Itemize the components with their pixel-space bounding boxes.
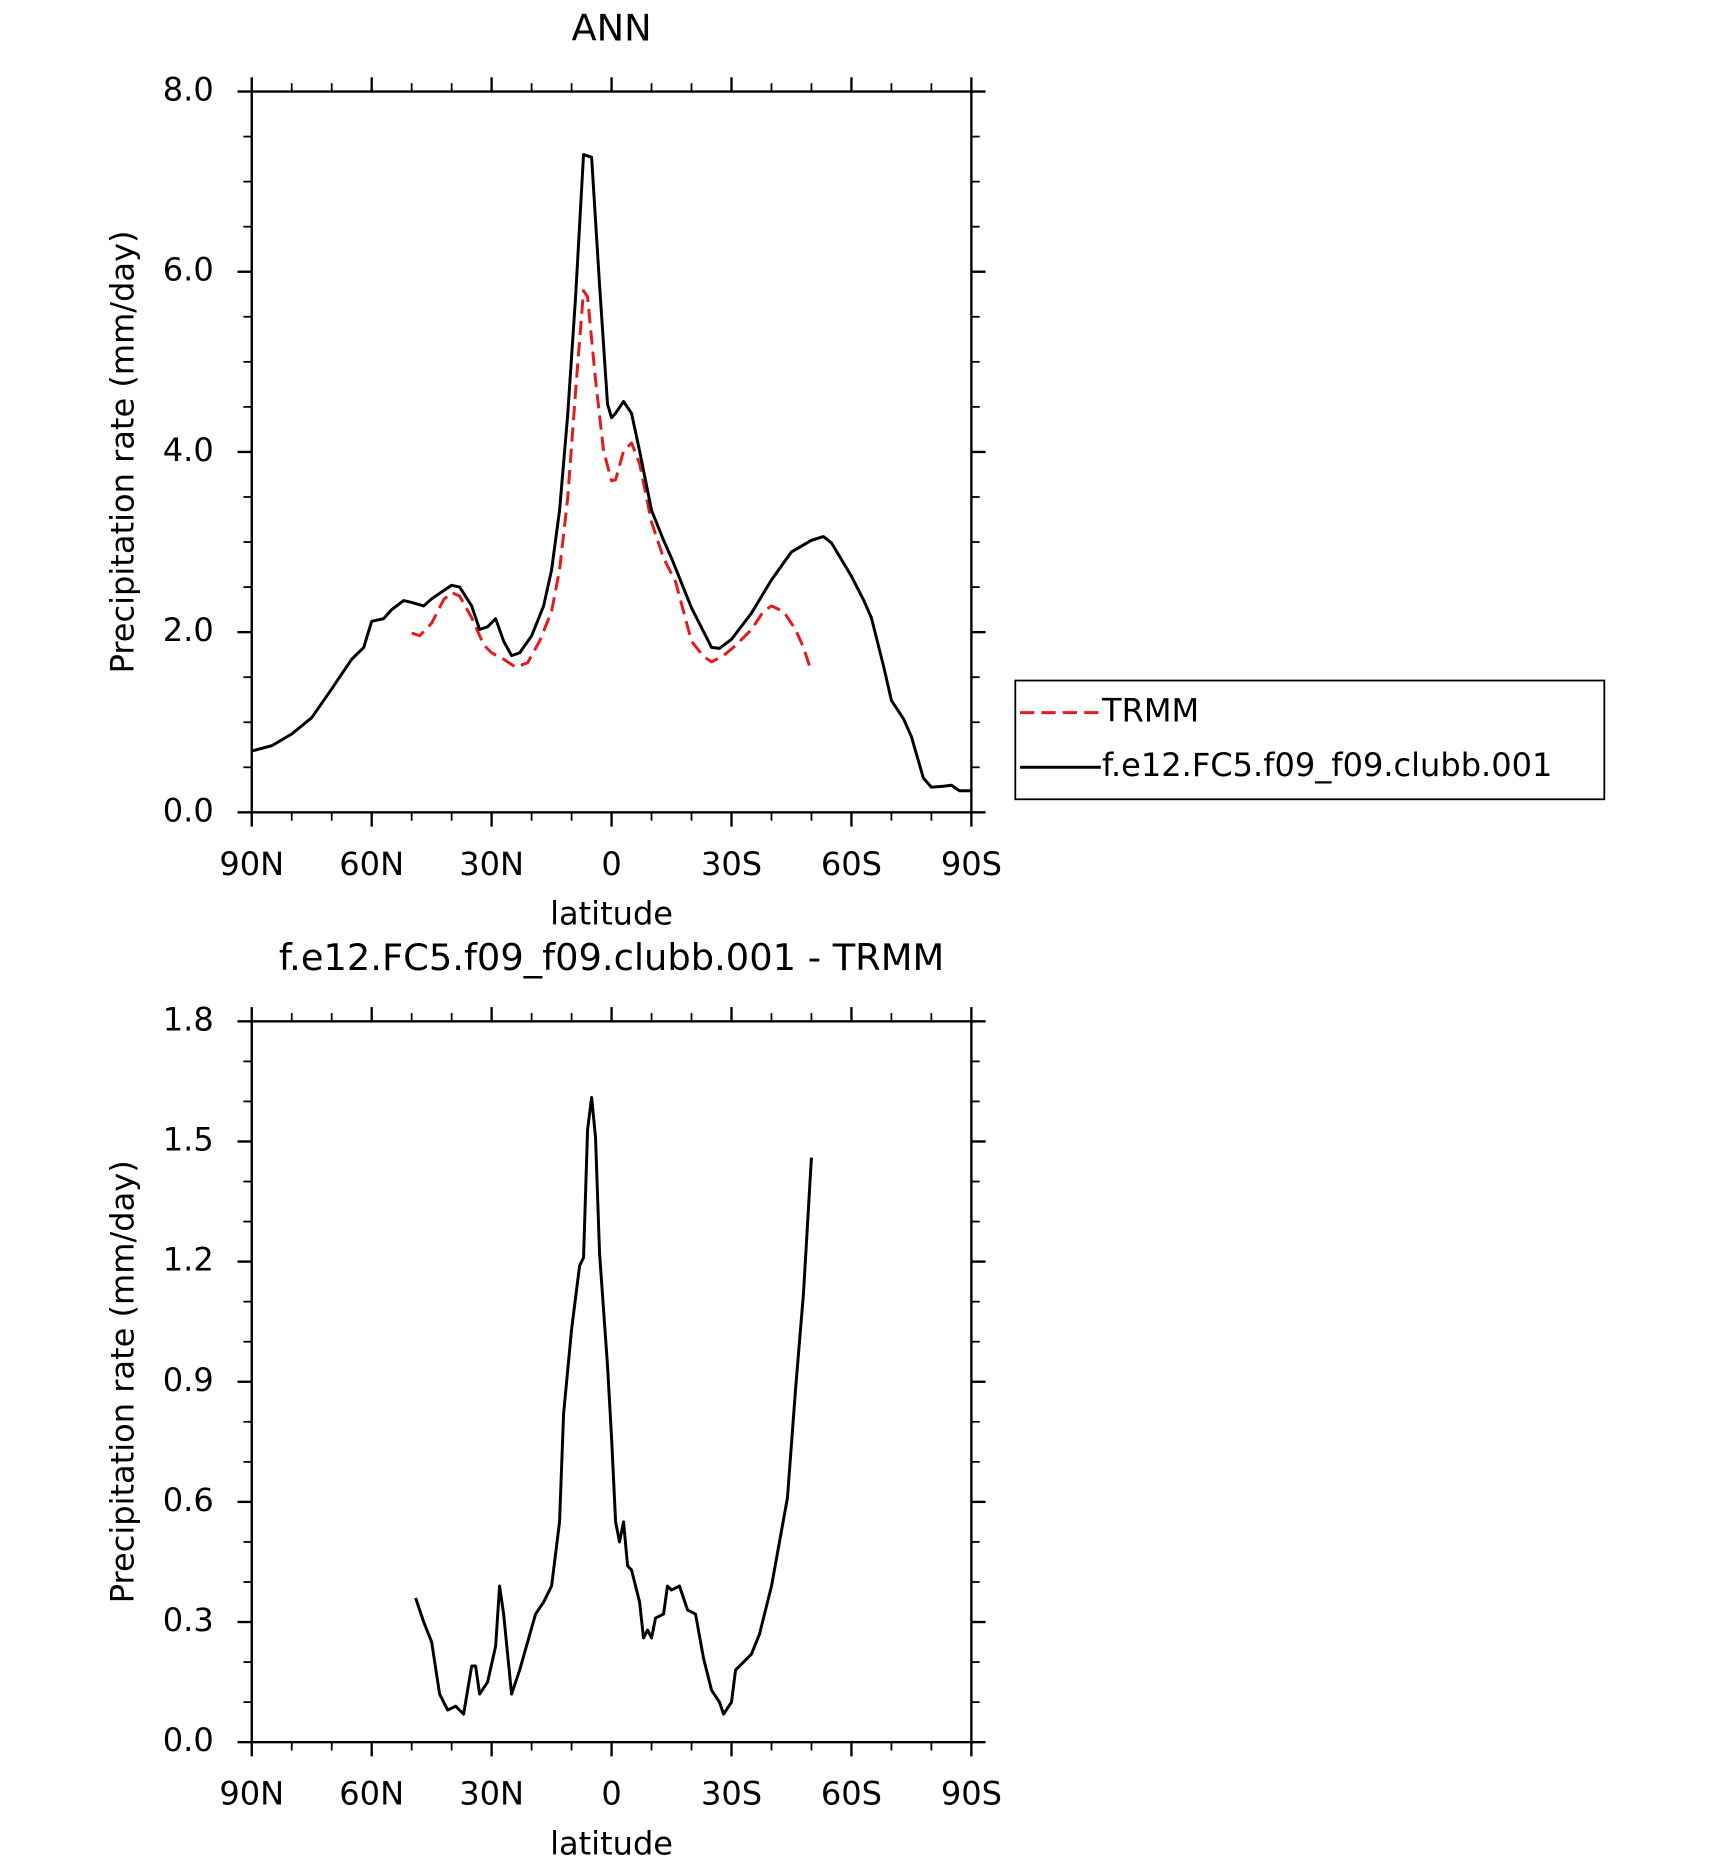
data-line (251, 153, 972, 793)
y-tick-label: 0.9 (163, 1361, 214, 1399)
y-axis-label: Precipitation rate (mm/day) (104, 230, 142, 673)
x-tick-label: 30S (701, 845, 762, 883)
y-axis-label: Precipitation rate (mm/day) (104, 1160, 142, 1603)
y-tick-label: 0.0 (163, 791, 214, 829)
plot-frame (250, 90, 973, 814)
y-tick-label: 1.8 (163, 1000, 214, 1038)
x-tick-label: 60N (339, 1775, 404, 1813)
y-tick-label: 4.0 (163, 431, 214, 469)
x-tick-label: 90S (941, 1775, 1002, 1813)
plot-frame (250, 1020, 973, 1744)
y-tick-label: 0.6 (163, 1481, 214, 1519)
x-tick-label: 60S (821, 845, 882, 883)
x-tick-label: 90N (219, 1775, 284, 1813)
x-tick-label: 90N (219, 845, 284, 883)
y-tick-label: 8.0 (163, 71, 214, 109)
y-tick-label: 0.3 (163, 1601, 214, 1639)
y-tick-label: 1.2 (163, 1241, 214, 1279)
x-tick-label: 30N (459, 845, 524, 883)
y-tick-label: 2.0 (163, 611, 214, 649)
chart-title: ANN (571, 6, 651, 49)
y-tick-label: 1.5 (163, 1120, 214, 1158)
y-tick-label: 0.0 (163, 1721, 214, 1759)
x-axis-label: latitude (550, 895, 673, 933)
x-tick-label: 0 (601, 1775, 621, 1813)
x-tick-label: 30N (459, 1775, 524, 1813)
legend-label: TRMM (1101, 692, 1199, 730)
x-tick-label: 60N (339, 845, 404, 883)
data-line (414, 1095, 813, 1716)
legend-label: f.e12.FC5.f09_f09.clubb.001 (1102, 746, 1552, 784)
data-line (411, 289, 813, 673)
x-axis-label: latitude (550, 1824, 673, 1861)
legend-box (1014, 679, 1606, 801)
y-tick-label: 6.0 (163, 251, 214, 289)
x-tick-label: 60S (821, 1775, 882, 1813)
x-tick-label: 90S (941, 845, 1002, 883)
chart-title: f.e12.FC5.f09_f09.clubb.001 - TRMM (279, 936, 944, 979)
x-tick-label: 0 (601, 845, 621, 883)
x-tick-label: 30S (701, 1775, 762, 1813)
